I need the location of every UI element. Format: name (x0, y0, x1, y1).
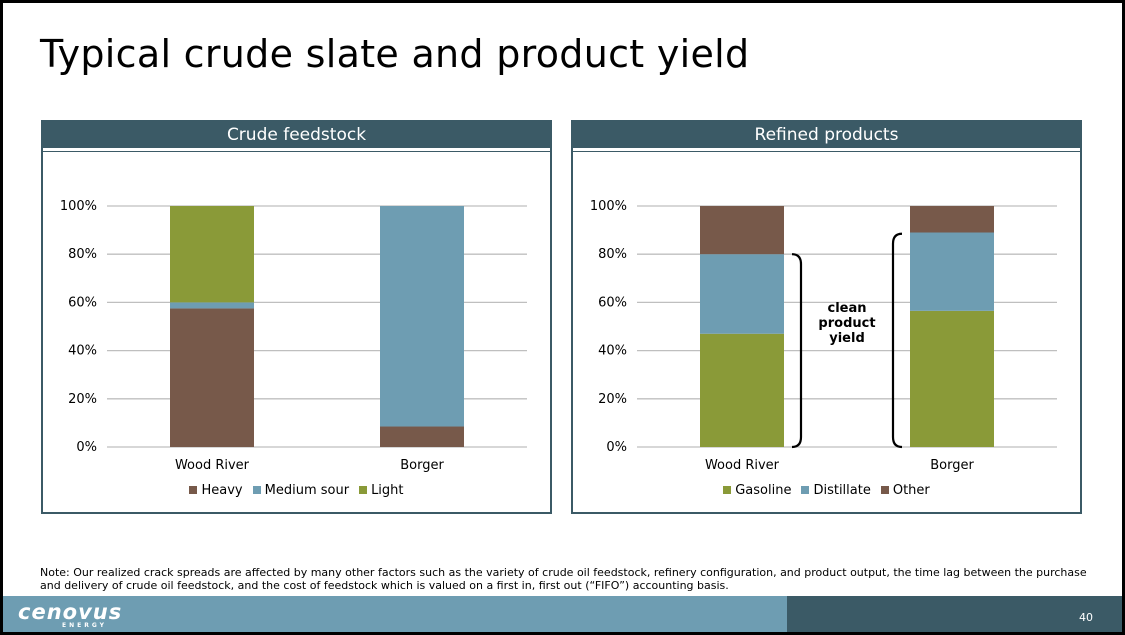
crude-feedstock-header: Crude feedstock (43, 122, 550, 151)
company-logo: cenovus (18, 600, 123, 624)
footer-bar-right (787, 596, 1122, 632)
legend-item-heavy: Heavy (189, 483, 243, 498)
refined-products-panel: Refined products 0% 20% 40% 60% 80% 100% Wood … (571, 120, 1082, 514)
legend-label: Light (371, 483, 404, 498)
legend-swatch (189, 485, 198, 494)
legend-label: Medium sour (264, 483, 350, 498)
bar-medium-sour-borger (380, 206, 464, 427)
footnote: Note: Our realized crack spreads are aff… (40, 566, 1087, 592)
x-tick-label: Wood River (175, 458, 250, 473)
y-tick-label: 40% (598, 344, 627, 359)
annotation-text: product (818, 316, 875, 331)
annotation-text: yield (829, 331, 865, 346)
refined-products-chart: 0% 20% 40% 60% 80% 100% Wood River Borger cleanp… (590, 199, 1057, 473)
bar-gasoline-borger (910, 310, 994, 447)
legend-label: Heavy (201, 483, 243, 498)
y-tick-label: 20% (68, 392, 97, 407)
y-tick-label: 80% (68, 247, 97, 262)
legend-item-medium-sour: Medium sour (252, 483, 350, 498)
legend-item-light: Light (359, 483, 404, 498)
legend-item-distillate: Distillate (801, 483, 871, 498)
slide-title: Typical crude slate and product yield (40, 32, 750, 76)
footer-bar-left (3, 596, 787, 632)
y-tick-label: 0% (606, 440, 627, 455)
crude-feedstock-chart: 0% 20% 40% 60% 80% 100% Wood River Borger (60, 199, 527, 473)
refined-products-legend: Gasoline Distillate Other (573, 483, 1080, 498)
bracket-right-wood-river (791, 253, 803, 449)
legend-label: Distillate (813, 483, 871, 498)
crude-feedstock-panel: Crude feedstock 0% 20% 40% 60% 80% 100% Wood R… (41, 120, 552, 514)
bar-heavy-wood-river (170, 308, 254, 447)
y-tick-label: 100% (60, 199, 97, 214)
legend-swatch (359, 485, 368, 494)
y-tick-label: 40% (68, 344, 97, 359)
y-tick-label: 0% (76, 440, 97, 455)
bar-distillate-borger (910, 232, 994, 311)
legend-swatch (723, 485, 732, 494)
legend-item-gasoline: Gasoline (723, 483, 791, 498)
legend-label: Other (892, 483, 930, 498)
legend-label: Gasoline (735, 483, 792, 498)
crude-feedstock-legend: Heavy Medium sour Light (43, 483, 550, 498)
bracket-left-borger (891, 232, 903, 449)
x-tick-label: Wood River (705, 458, 780, 473)
bar-distillate-wood-river (700, 254, 784, 334)
bar-other-wood-river (700, 206, 784, 255)
legend-swatch (801, 485, 810, 494)
y-tick-label: 20% (598, 392, 627, 407)
bar-light-wood-river (170, 206, 254, 303)
page-number: 40 (1079, 611, 1093, 624)
bar-medium-sour-wood-river (170, 302, 254, 309)
bar-gasoline-wood-river (700, 333, 784, 447)
y-tick-label: 60% (68, 295, 97, 310)
legend-swatch (252, 485, 261, 494)
y-tick-label: 80% (598, 247, 627, 262)
legend-swatch (880, 485, 889, 494)
x-tick-label: Borger (400, 458, 444, 473)
bar-other-borger (910, 206, 994, 233)
x-tick-label: Borger (930, 458, 974, 473)
y-tick-label: 100% (590, 199, 627, 214)
bar-heavy-borger (380, 426, 464, 447)
annotation-text: clean (827, 301, 866, 316)
refined-products-header: Refined products (573, 122, 1080, 151)
y-tick-label: 60% (598, 295, 627, 310)
legend-item-other: Other (880, 483, 930, 498)
company-logo-subtext: ENERGY (62, 622, 107, 629)
